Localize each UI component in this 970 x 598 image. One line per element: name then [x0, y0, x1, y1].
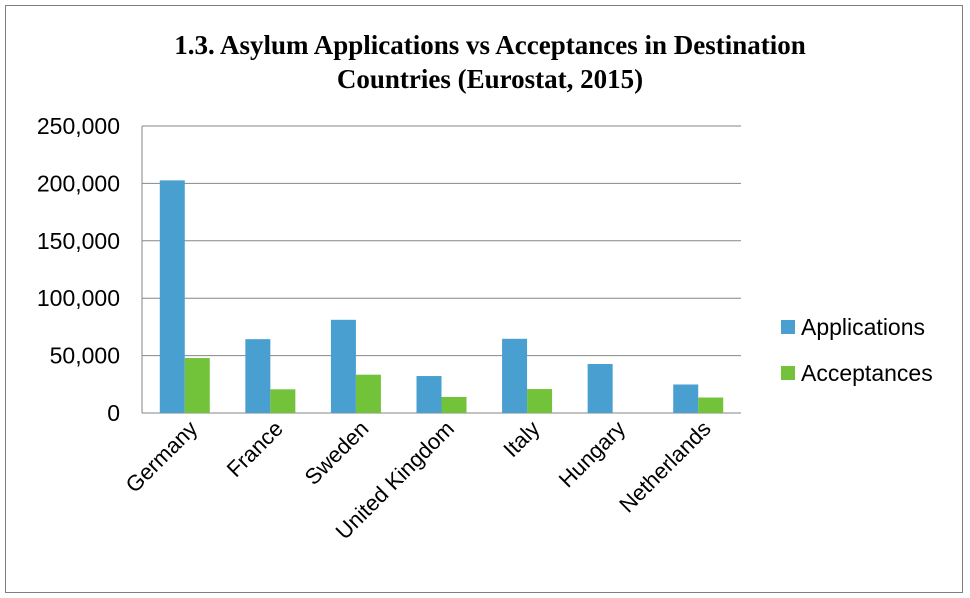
y-tick-label: 150,000 [37, 228, 120, 254]
chart-title-line-2: Countries (Eurostat, 2015) [336, 64, 644, 94]
chart-title: 1.3. Asylum Applications vs Acceptances … [60, 28, 920, 96]
x-tick-label: Germany [121, 416, 203, 498]
x-tick-label: Netherlands [614, 416, 716, 518]
bar-acceptances [527, 389, 553, 413]
legend-swatch-applications [781, 320, 795, 334]
bar-applications [159, 180, 185, 413]
bar-acceptances [441, 396, 467, 413]
bar-applications [502, 338, 528, 413]
legend-label-applications: Applications [801, 314, 925, 340]
bar-acceptances [355, 374, 381, 413]
legend-label-acceptances: Acceptances [801, 360, 933, 386]
y-tick-label: 50,000 [50, 343, 120, 369]
x-tick-label: Sweden [300, 416, 374, 490]
y-tick-label: 100,000 [37, 285, 120, 311]
bar-applications [673, 384, 699, 413]
bar-applications [587, 363, 613, 413]
legend-swatch-acceptances [781, 366, 795, 380]
bar-applications [416, 376, 442, 413]
y-tick-label: 250,000 [37, 113, 120, 139]
bar-applications [330, 319, 356, 413]
y-tick-label: 200,000 [37, 170, 120, 196]
x-tick-label: Italy [498, 416, 544, 462]
y-tick-label: 0 [107, 400, 120, 426]
x-tick-label: France [222, 416, 288, 482]
bar-acceptances [184, 358, 210, 413]
bar-acceptances [270, 389, 296, 413]
chart-title-line-1: 1.3. Asylum Applications vs Acceptances … [174, 30, 806, 60]
x-tick-label: Hungary [554, 416, 630, 492]
bar-acceptances [698, 397, 724, 413]
bar-applications [245, 339, 271, 413]
